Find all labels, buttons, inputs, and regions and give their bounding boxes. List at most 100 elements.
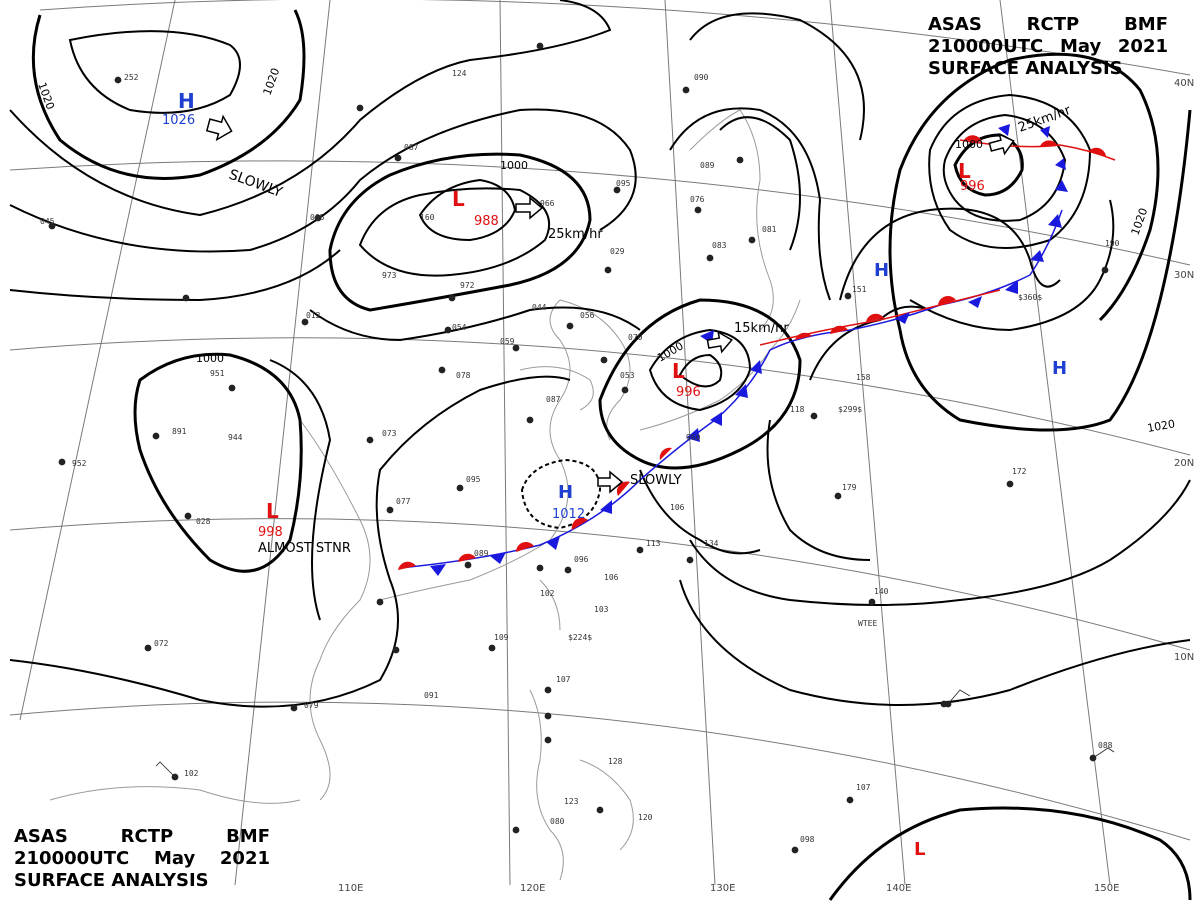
station-report: 095 — [616, 179, 631, 188]
station-report: 045 — [40, 217, 55, 226]
stationary-front — [398, 124, 1116, 576]
header-title: SURFACE ANALYSIS — [14, 870, 209, 891]
station-text: $299$ — [838, 405, 862, 414]
header-agency-1: ASAS — [928, 14, 982, 35]
low-l996w-letter: L — [672, 359, 685, 383]
station-report: 128 — [608, 757, 623, 766]
header-month: May — [1059, 36, 1102, 57]
arrow-l988 — [515, 196, 544, 220]
low-l998-letter: L — [266, 499, 279, 523]
station-models — [48, 42, 1115, 854]
station-report: 124 — [452, 69, 467, 78]
station-report: 056 — [580, 311, 595, 320]
arrow-l996e — [988, 132, 1015, 156]
isobars — [9, 0, 1192, 901]
station-report: 078 — [456, 371, 471, 380]
station-report: 158 — [856, 373, 871, 382]
station-report: 966 — [540, 199, 555, 208]
station-report: 107 — [856, 783, 871, 792]
station-report: 951 — [210, 369, 225, 378]
station-report: 107 — [556, 675, 571, 684]
station-report: 172 — [1012, 467, 1027, 476]
high-h-east1-letter: H — [874, 260, 889, 281]
station-report: 102 — [540, 589, 555, 598]
station-report: 079 — [304, 701, 319, 710]
station-report: 151 — [852, 285, 867, 294]
station-report: 102 — [184, 769, 199, 778]
station-report: 179 — [842, 483, 857, 492]
station-report: 053 — [620, 371, 635, 380]
lat-label-30n: 30N — [1174, 270, 1194, 281]
station-report: 103 — [594, 605, 609, 614]
station-report: 098 — [800, 835, 815, 844]
station-report: 120 — [638, 813, 653, 822]
station-report: 073 — [382, 429, 397, 438]
station-report: 973 — [382, 271, 397, 280]
station-report: 044 — [532, 303, 547, 312]
station-report: 096 — [574, 555, 589, 564]
station-report: 028 — [196, 517, 211, 526]
high-h1012-value: 1012 — [552, 507, 585, 522]
lat-label-10n: 10N — [1174, 652, 1194, 663]
station-report: 095 — [466, 475, 481, 484]
low-l996e-value: 996 — [960, 179, 985, 194]
station-report: 134 — [704, 539, 719, 548]
movement-arrows — [205, 114, 1015, 494]
station-report: 891 — [172, 427, 187, 436]
station-report: 087 — [404, 143, 419, 152]
station-numbers: 252 124 087 065 045 160 973 972 054 012 … — [40, 69, 1120, 844]
pressure-systems: H 1026 SLOWLY L 988 25km/hr L 996 15km/h… — [162, 89, 1073, 860]
station-report: 123 — [564, 797, 579, 806]
latitude-lines — [9, 0, 1191, 841]
station-report: 087 — [546, 395, 561, 404]
low-l998-value: 998 — [258, 525, 283, 540]
movement-h1012: SLOWLY — [630, 473, 682, 488]
lon-label-130e: 130E — [710, 883, 735, 894]
header-agency-3: BMF — [1124, 14, 1168, 35]
lat-label-40n: 40N — [1174, 78, 1194, 89]
coastlines — [49, 109, 801, 881]
movement-l988: 25km/hr — [548, 227, 603, 242]
station-report: 944 — [228, 433, 243, 442]
header-time: 210000UTC — [928, 36, 1044, 57]
station-report: 972 — [460, 281, 475, 290]
low-l996e-letter: L — [958, 159, 971, 183]
lat-label-20n: 20N — [1174, 458, 1194, 469]
station-report: 081 — [762, 225, 777, 234]
station-report: 952 — [72, 459, 87, 468]
station-report: 252 — [124, 73, 139, 82]
lon-label-110e: 110E — [338, 883, 363, 894]
low-l-south-letter: L — [914, 839, 925, 860]
station-report: 090 — [694, 73, 709, 82]
arrow-h1012 — [597, 470, 624, 494]
station-report: 118 — [790, 405, 805, 414]
station-report: 160 — [420, 213, 435, 222]
station-report: 106 — [604, 573, 619, 582]
high-h1026-value: 1026 — [162, 113, 195, 128]
station-report: 029 — [610, 247, 625, 256]
station-report: 059 — [500, 337, 515, 346]
station-report: 089 — [700, 161, 715, 170]
station-report: 076 — [690, 195, 705, 204]
isobar-label: 1000 — [500, 159, 528, 172]
station-report: 083 — [712, 241, 727, 250]
chart-header-top-right: ASAS RCTP BMF 210000UTC May 2021 SURFACE… — [928, 14, 1168, 80]
station-report: 080 — [550, 817, 565, 826]
high-h1026-letter: H — [178, 89, 195, 113]
isobar-label: 1000 — [955, 138, 983, 151]
low-l988-value: 988 — [474, 214, 499, 229]
chart-header-bottom-left: ASAS RCTP BMF 210000UTC May 2021 SURFACE… — [14, 826, 270, 892]
header-title: SURFACE ANALYSIS — [928, 58, 1123, 79]
station-report: 113 — [646, 539, 661, 548]
station-report: 012 — [306, 311, 321, 320]
station-report: 065 — [310, 213, 325, 222]
station-text: WTEE — [858, 619, 877, 628]
header-agency-3: BMF — [226, 826, 270, 847]
station-report: 072 — [154, 639, 169, 648]
isobar-label: 1000 — [196, 352, 224, 365]
station-report: 960 — [686, 433, 701, 442]
station-report: 077 — [396, 497, 411, 506]
movement-l996w: 15km/hr — [734, 321, 789, 336]
station-report: 054 — [452, 323, 467, 332]
